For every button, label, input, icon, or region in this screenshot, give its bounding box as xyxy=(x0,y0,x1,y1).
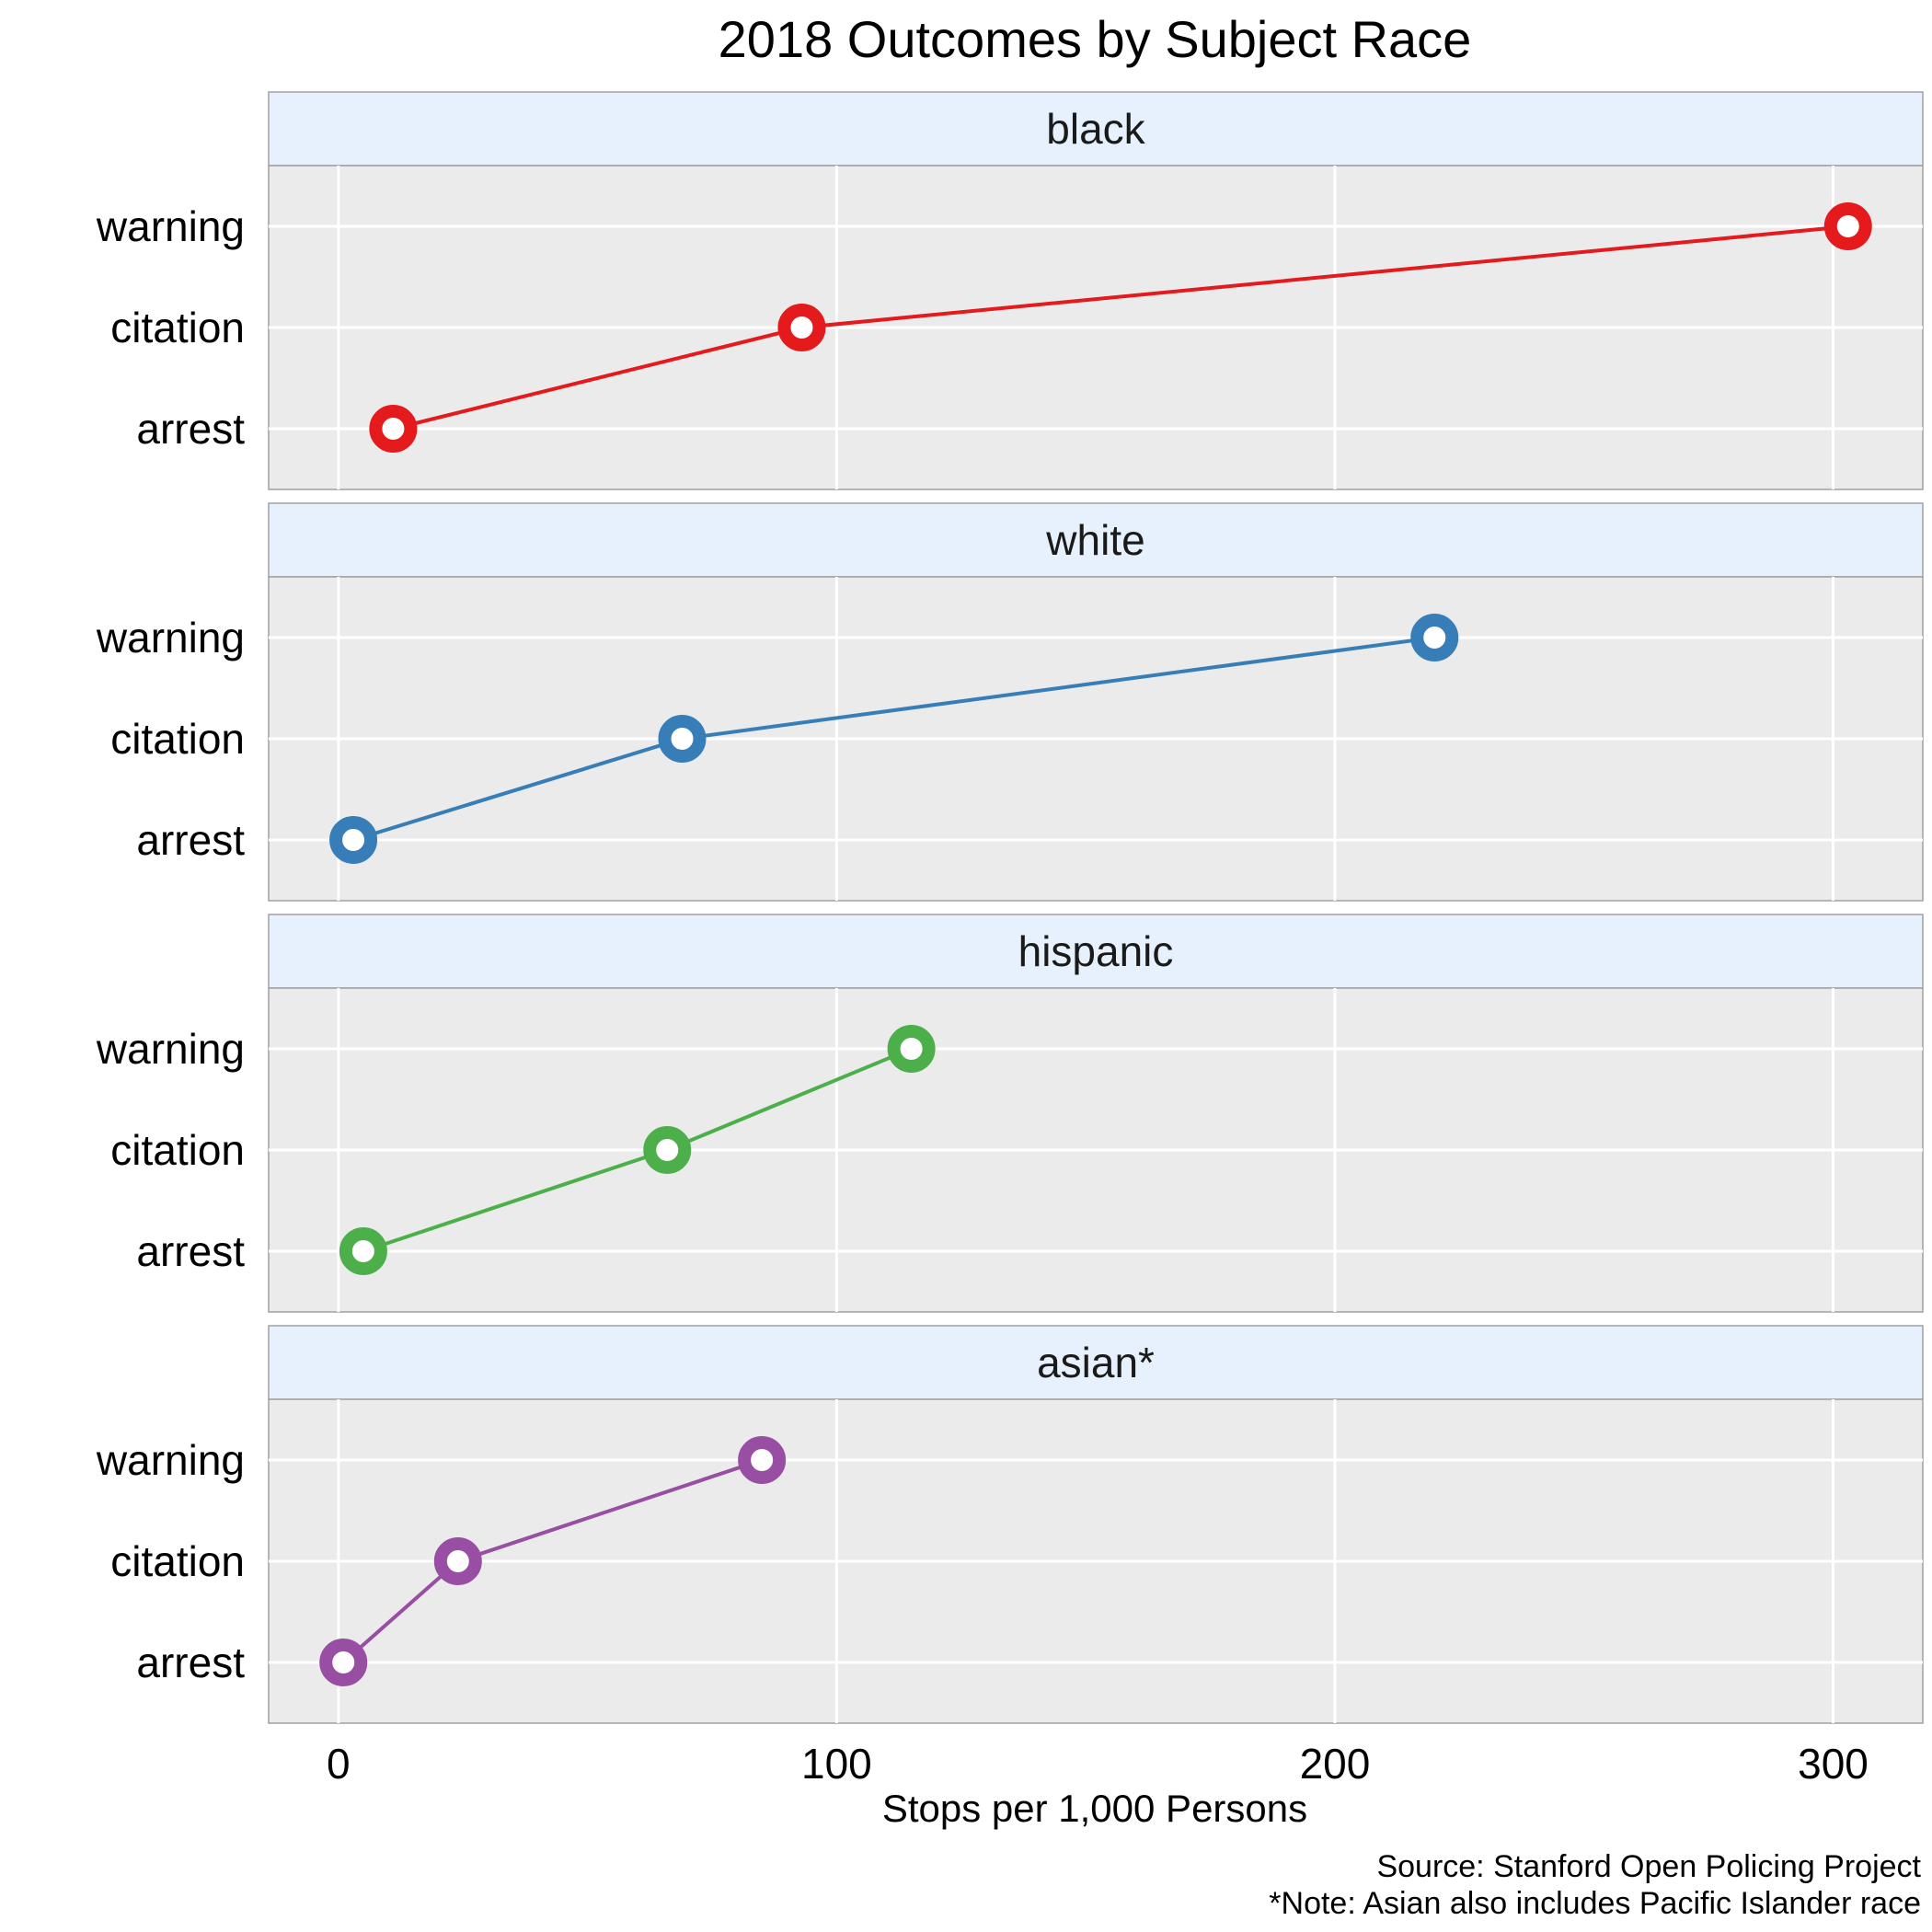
caption-note: *Note: Asian also includes Pacific Islan… xyxy=(1269,1886,1921,1921)
facet-strip xyxy=(268,1325,1924,1400)
x-axis: 0 100 200 300 xyxy=(327,1740,1869,1788)
facet-panels: black arrest citation warning white arrest cit… xyxy=(96,91,1924,1724)
y-tick-label: arrest xyxy=(136,1227,245,1275)
facet-strip-label: asian* xyxy=(1037,1339,1155,1386)
data-point-arrest xyxy=(329,816,378,864)
data-point-citation xyxy=(658,715,707,763)
caption-source: Source: Stanford Open Policing Project xyxy=(1376,1849,1921,1884)
data-point-citation xyxy=(777,304,826,351)
data-point-arrest xyxy=(319,1639,368,1686)
y-tick-label: citation xyxy=(110,1537,245,1585)
data-point-warning xyxy=(1823,202,1872,250)
facet-strip xyxy=(268,502,1924,578)
data-point-warning xyxy=(887,1025,936,1073)
x-tick-label: 0 xyxy=(327,1740,351,1788)
data-point-warning xyxy=(738,1436,787,1484)
y-tick-label: citation xyxy=(110,304,245,351)
facet-strip-label: black xyxy=(1046,105,1145,153)
y-tick-label: warning xyxy=(96,202,245,250)
facet-strip-label: white xyxy=(1045,516,1144,564)
x-tick-label: 300 xyxy=(1798,1740,1869,1788)
y-tick-label: arrest xyxy=(136,816,245,864)
x-tick-label: 200 xyxy=(1300,1740,1371,1788)
facet-strip-label: hispanic xyxy=(1018,927,1174,975)
chart-title: 2018 Outcomes by Subject Race xyxy=(719,10,1472,68)
data-point-arrest xyxy=(369,405,418,453)
x-tick-label: 100 xyxy=(801,1740,872,1788)
facet-strip xyxy=(268,914,1924,989)
facet-strip xyxy=(268,91,1924,167)
y-tick-label: arrest xyxy=(136,1639,245,1686)
facet-hispanic: hispanic arrest citation warning xyxy=(96,914,1924,1313)
x-axis-label: Stops per 1,000 Persons xyxy=(882,1787,1307,1830)
y-tick-label: citation xyxy=(110,1126,245,1174)
data-point-arrest xyxy=(339,1227,387,1275)
facet-black: black arrest citation warning xyxy=(96,91,1924,490)
y-tick-label: warning xyxy=(96,1436,245,1484)
y-tick-label: arrest xyxy=(136,405,245,453)
y-tick-label: citation xyxy=(110,715,245,763)
facet-white: white arrest citation warning xyxy=(96,502,1924,902)
data-point-citation xyxy=(643,1126,692,1174)
y-tick-label: warning xyxy=(96,614,245,661)
facet-asian: asian* arrest citation warning xyxy=(96,1325,1924,1724)
data-point-warning xyxy=(1410,614,1459,661)
data-point-citation xyxy=(433,1537,482,1585)
y-tick-label: warning xyxy=(96,1025,245,1073)
